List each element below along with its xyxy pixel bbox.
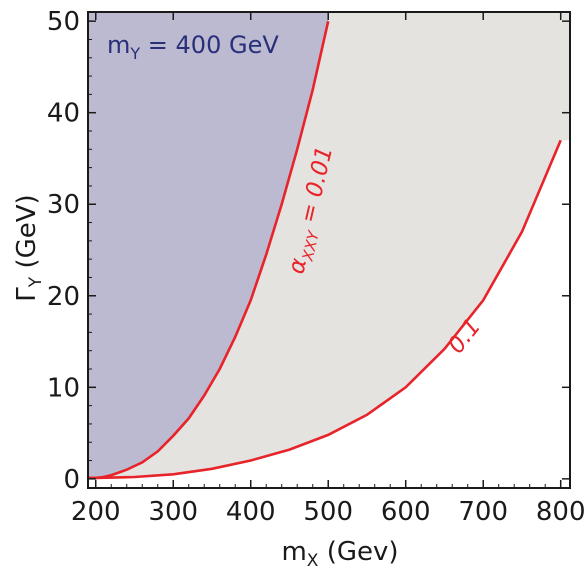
x-axis-ticks: 200 300 400 500 600 700 800 (71, 12, 585, 527)
region-label-main: m (107, 31, 130, 59)
region-label-sub: Y (129, 44, 140, 63)
y-axis-title: ΓY (GeV) (12, 194, 46, 301)
region-label: mY = 400 GeV (107, 31, 279, 63)
x-axis-title: mX (Gev) (281, 537, 398, 570)
x-axis-title-main: m (281, 537, 306, 567)
x-axis-title-sub: X (307, 551, 319, 570)
x-axis-title-rest: (Gev) (318, 537, 398, 567)
y-tick-label: 30 (47, 190, 80, 220)
y-axis-title-sub: Y (26, 276, 46, 288)
y-tick-label: 10 (47, 373, 80, 403)
y-tick-label: 40 (47, 99, 80, 129)
curve-alpha-0.01 (88, 20, 330, 480)
curve-alpha-0.1 (88, 139, 562, 480)
y-tick-label: 50 (47, 7, 80, 37)
y-tick-label: 0 (63, 465, 80, 495)
y-tick-label: 20 (47, 282, 80, 312)
x-tick-label: 500 (303, 497, 353, 527)
y-axis-ticks: 0 10 20 30 40 50 (47, 7, 570, 495)
plot-area (88, 12, 570, 480)
x-tick-label: 400 (226, 497, 276, 527)
curve-label-0-main: α (284, 256, 313, 277)
x-tick-label: 700 (458, 497, 508, 527)
y-axis-title-main: Γ (12, 287, 42, 302)
x-tick-label: 200 (71, 497, 121, 527)
excluded-region (88, 12, 329, 478)
y-axis-title-rest: (GeV) (12, 194, 42, 276)
x-tick-label: 300 (148, 497, 198, 527)
allowed-band-region (88, 12, 570, 478)
x-tick-label: 800 (536, 497, 585, 527)
region-label-rest: = 400 GeV (140, 31, 279, 59)
plot-frame (87, 11, 571, 489)
x-tick-label: 600 (381, 497, 431, 527)
